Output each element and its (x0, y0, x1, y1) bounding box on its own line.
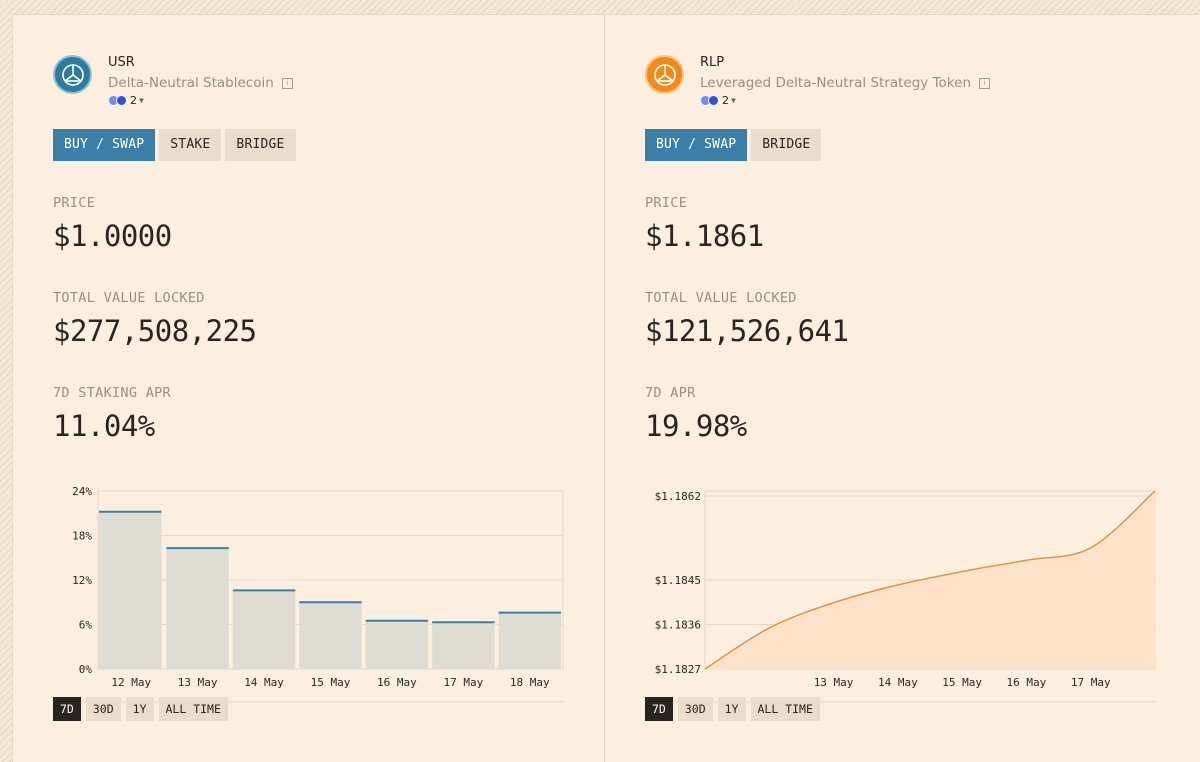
action-buttons: BUY / SWAP BRIDGE (645, 129, 822, 161)
range-7d[interactable]: 7D (53, 697, 81, 721)
y-tick-label: 12% (72, 574, 92, 587)
y-tick-label: $1.1836 (655, 619, 701, 632)
token-header: RLP Leveraged Delta-Neutral Strategy Tok… (645, 55, 990, 107)
tvl-stat: TOTAL VALUE LOCKED $121,526,641 (645, 290, 849, 348)
price-stat: PRICE $1.1861 (645, 195, 764, 253)
range-all-time[interactable]: ALL TIME (750, 697, 820, 721)
stat-value: $121,526,641 (645, 314, 849, 348)
range-30d[interactable]: 30D (677, 697, 713, 721)
x-tick-label: 13 May (178, 676, 218, 689)
dashboard: USR Delta-Neutral Stablecoin i 2 ▼ BUY /… (12, 14, 1200, 762)
bar (432, 622, 495, 669)
chevron-down-icon: ▼ (139, 96, 144, 105)
tvl-stat: TOTAL VALUE LOCKED $277,508,225 (53, 290, 257, 348)
usr-logo (53, 55, 92, 94)
range-all-time[interactable]: ALL TIME (158, 697, 228, 721)
price-stat: PRICE $1.0000 (53, 195, 172, 253)
bar (166, 548, 229, 669)
stake-button[interactable]: STAKE (159, 129, 222, 161)
stat-value: $1.0000 (53, 219, 172, 253)
range-selector: 7D 30D 1Y ALL TIME (645, 697, 820, 721)
rlp-logo (645, 55, 684, 94)
rlp-panel: RLP Leveraged Delta-Neutral Strategy Tok… (604, 15, 1195, 762)
x-tick-label: 16 May (377, 676, 417, 689)
stat-value: 19.98% (645, 409, 747, 443)
usr-logo-icon (61, 63, 84, 86)
price-area-chart-svg: $1.1827 $1.1836 $1.1845 $1.1862 13 May 14 May… (645, 490, 1156, 703)
buy-swap-button[interactable]: BUY / SWAP (53, 129, 156, 161)
bar (299, 602, 362, 669)
price-line (704, 490, 1156, 670)
info-icon[interactable]: i (979, 77, 990, 89)
range-30d[interactable]: 30D (85, 697, 121, 721)
price-area-chart: $1.1827 $1.1836 $1.1845 $1.1862 13 May 14 May… (645, 479, 1157, 703)
x-tick-label: 15 May (311, 676, 351, 689)
bar (365, 620, 429, 669)
token-symbol: USR (108, 55, 135, 70)
y-tick-label: 18% (72, 530, 92, 543)
stat-label: PRICE (645, 195, 688, 211)
stat-value: $277,508,225 (53, 314, 257, 348)
stat-value: 11.04% (53, 409, 155, 443)
apr-bar-chart-svg: 0% 6% 12% 18% 24% 12 May 13 May 14 May 15 May 16 … (53, 485, 564, 703)
bar (232, 590, 296, 669)
chain-count: 2 (722, 94, 729, 107)
bridge-button[interactable]: BRIDGE (225, 129, 296, 161)
apr-bar-chart: 0% 6% 12% 18% 24% 12 May 13 May 14 May 15 May 16 … (53, 479, 565, 703)
buy-swap-button[interactable]: BUY / SWAP (645, 129, 748, 161)
token-header: USR Delta-Neutral Stablecoin i 2 ▼ (53, 55, 293, 107)
stat-label: 7D STAKING APR (53, 385, 171, 401)
x-tick-label: 16 May (1007, 676, 1047, 689)
base-chain-icon (116, 95, 127, 106)
x-tick-label: 14 May (244, 676, 284, 689)
y-tick-label: $1.1845 (655, 574, 701, 587)
bar (99, 511, 162, 669)
y-tick-label: 24% (72, 485, 92, 498)
stat-label: TOTAL VALUE LOCKED (645, 290, 797, 306)
x-tick-label: 18 May (510, 676, 550, 689)
price-area (705, 491, 1155, 669)
range-1y[interactable]: 1Y (717, 697, 746, 721)
range-1y[interactable]: 1Y (125, 697, 154, 721)
y-tick-label: 0% (79, 663, 93, 676)
chain-selector[interactable]: 2 ▼ (700, 94, 990, 107)
bridge-button[interactable]: BRIDGE (751, 129, 822, 161)
y-tick-label: 6% (79, 619, 93, 632)
usr-panel: USR Delta-Neutral Stablecoin i 2 ▼ BUY /… (13, 15, 604, 762)
info-icon[interactable]: i (281, 77, 293, 89)
token-symbol: RLP (700, 55, 725, 70)
chain-selector[interactable]: 2 ▼ (108, 94, 293, 107)
bar (498, 612, 561, 669)
token-description: Delta-Neutral Stablecoin (108, 75, 274, 91)
x-tick-label: 17 May (1071, 676, 1111, 689)
x-tick-label: 15 May (942, 676, 982, 689)
token-description: Leveraged Delta-Neutral Strategy Token (700, 75, 971, 91)
stat-label: TOTAL VALUE LOCKED (53, 290, 205, 306)
action-buttons: BUY / SWAP STAKE BRIDGE (53, 129, 296, 161)
x-tick-label: 17 May (443, 676, 483, 689)
x-tick-label: 12 May (111, 676, 151, 689)
x-tick-label: 13 May (814, 676, 854, 689)
rlp-logo-icon (653, 63, 676, 86)
y-tick-label: $1.1862 (655, 490, 701, 503)
chevron-down-icon: ▼ (731, 96, 736, 105)
apr-stat: 7D APR 19.98% (645, 385, 747, 443)
range-7d[interactable]: 7D (645, 697, 673, 721)
apr-stat: 7D STAKING APR 11.04% (53, 385, 171, 443)
x-tick-label: 14 May (878, 676, 918, 689)
y-tick-label: $1.1827 (655, 663, 701, 676)
stat-value: $1.1861 (645, 219, 764, 253)
stat-label: PRICE (53, 195, 96, 211)
range-selector: 7D 30D 1Y ALL TIME (53, 697, 228, 721)
chain-count: 2 (130, 94, 137, 107)
base-chain-icon (708, 95, 719, 106)
stat-label: 7D APR (645, 385, 696, 401)
